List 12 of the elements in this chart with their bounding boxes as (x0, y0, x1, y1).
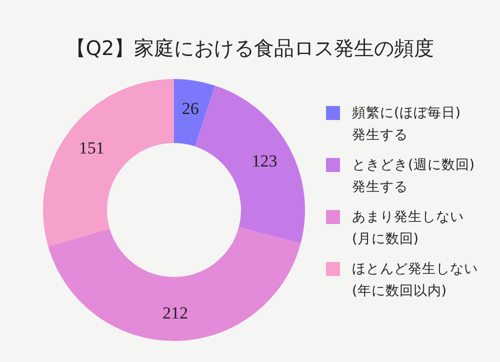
chart-title: 【Q2】家庭における食品ロス発生の頻度 (66, 36, 434, 60)
legend-label: ときどき(週に数回) 発生する (352, 157, 475, 195)
data-label: 151 (78, 138, 104, 158)
data-label: 123 (252, 151, 278, 170)
donut-slice (48, 227, 301, 341)
donut-slice (174, 79, 216, 146)
legend-label: あまり発生しない (月に数回) (352, 209, 464, 247)
data-label: 212 (162, 303, 188, 322)
legend-label: 頻繁に(ほぼ毎日) 発生する (352, 105, 461, 143)
legend-label: ほとんど発生しない (年に数回以内) (352, 261, 478, 299)
data-label: 26 (182, 98, 199, 118)
donut-slice (43, 79, 174, 246)
